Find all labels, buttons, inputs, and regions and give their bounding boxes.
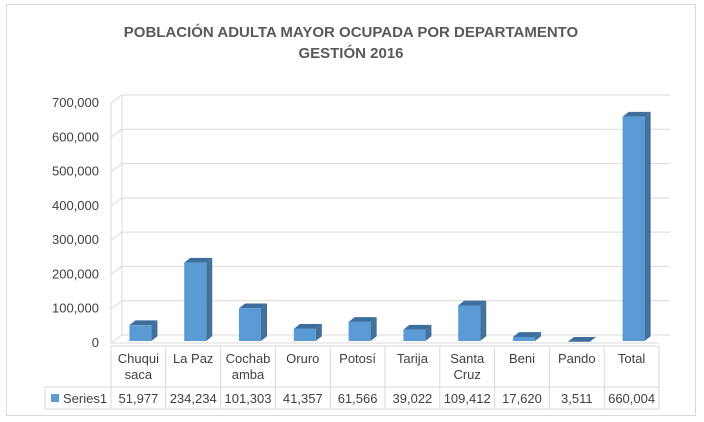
value-label: 41,357 bbox=[283, 391, 323, 406]
bar bbox=[403, 324, 432, 341]
value-label: 109,412 bbox=[444, 391, 491, 406]
legend-label: Series1 bbox=[63, 391, 107, 406]
bar-chart: POBLACIÓN ADULTA MAYOR OCUPADA POR DEPAR… bbox=[44, 23, 670, 410]
bar bbox=[184, 257, 213, 341]
y-tick-label: 700,000 bbox=[52, 95, 99, 110]
bar bbox=[622, 111, 651, 342]
value-label: 61,566 bbox=[338, 391, 378, 406]
bar-side bbox=[480, 300, 487, 341]
bar-side bbox=[315, 324, 322, 341]
gridline bbox=[110, 163, 670, 172]
category-label-line: Beni bbox=[509, 351, 535, 366]
category-label: Chuqui saca bbox=[118, 351, 159, 382]
category-label: Santa Cruz bbox=[450, 351, 485, 382]
bar-front bbox=[513, 336, 535, 341]
bar-front bbox=[622, 116, 645, 341]
bar bbox=[458, 300, 487, 341]
category-label-line: amba bbox=[232, 367, 265, 382]
bar bbox=[293, 324, 322, 341]
gridline bbox=[110, 197, 670, 207]
category-label: Oruro bbox=[286, 351, 319, 366]
y-axis-ticks: 0 100,000 200,000 300,000 400,000 500,000 600,… bbox=[52, 95, 99, 350]
bar bbox=[129, 320, 158, 341]
bar-front bbox=[129, 325, 152, 341]
category-label-line: Chuqui bbox=[118, 351, 159, 366]
value-label: 51,977 bbox=[119, 391, 159, 406]
value-label: 17,620 bbox=[502, 391, 542, 406]
y-tick-label: 100,000 bbox=[52, 301, 99, 316]
category-label: La Paz bbox=[173, 351, 213, 366]
category-label: Potosí bbox=[339, 351, 376, 366]
category-label: Total bbox=[618, 351, 646, 366]
bar-side bbox=[535, 332, 542, 341]
gridline bbox=[110, 94, 670, 104]
gridline bbox=[110, 231, 670, 241]
chart-title: POBLACIÓN ADULTA MAYOR OCUPADA POR DEPAR… bbox=[124, 23, 579, 41]
bar-side bbox=[151, 320, 158, 341]
value-label: 39,022 bbox=[393, 391, 433, 406]
y-tick-label: 400,000 bbox=[52, 198, 99, 213]
bar-top bbox=[622, 111, 651, 117]
bar-side bbox=[261, 303, 268, 341]
gridline bbox=[110, 128, 670, 138]
value-label: 234,234 bbox=[170, 391, 217, 406]
category-label-line: Cochab bbox=[226, 351, 271, 366]
bar bbox=[348, 317, 377, 341]
bar-side bbox=[370, 317, 377, 341]
data-table: Chuqui saca La Paz Cochab amba Oruro Potosí Tar… bbox=[44, 345, 660, 410]
bar-top bbox=[348, 317, 377, 322]
category-label-line: Santa bbox=[450, 351, 485, 366]
category-label: Cochab amba bbox=[226, 351, 271, 382]
bar-top bbox=[567, 336, 596, 342]
category-label-line: saca bbox=[125, 367, 153, 382]
category-label-line: Potosí bbox=[339, 351, 376, 366]
y-tick-label: 300,000 bbox=[52, 232, 99, 247]
bar-top bbox=[129, 320, 158, 326]
legend-swatch bbox=[51, 394, 59, 402]
category-label-line: Pando bbox=[558, 351, 596, 366]
chart-frame: POBLACIÓN ADULTA MAYOR OCUPADA POR DEPAR… bbox=[6, 4, 696, 416]
chart-subtitle: GESTIÓN 2016 bbox=[298, 44, 403, 62]
bar-front bbox=[184, 262, 207, 341]
y-tick-label: 600,000 bbox=[52, 129, 99, 144]
y-tick-label: 500,000 bbox=[52, 164, 99, 179]
y-tick-label: 200,000 bbox=[52, 266, 99, 281]
category-label: Pando bbox=[558, 351, 596, 366]
category-label-line: Oruro bbox=[286, 351, 319, 366]
category-label-line: Tarija bbox=[397, 351, 429, 366]
bar bbox=[513, 332, 542, 341]
bar-top bbox=[403, 324, 432, 330]
category-label-line: Cruz bbox=[453, 367, 480, 382]
category-label: Beni bbox=[509, 351, 535, 366]
bar-top bbox=[458, 300, 487, 306]
bar-top bbox=[184, 257, 213, 263]
bar-side bbox=[425, 324, 432, 341]
bar-front bbox=[458, 305, 481, 341]
bar-top bbox=[239, 303, 268, 309]
value-label: 660,004 bbox=[608, 391, 655, 406]
category-label-line: La Paz bbox=[173, 351, 213, 366]
bar-front bbox=[403, 329, 426, 341]
category-label: Tarija bbox=[397, 351, 429, 366]
bar-side bbox=[644, 111, 651, 342]
bar-top bbox=[293, 324, 322, 329]
bar-top bbox=[513, 332, 542, 337]
bar-front bbox=[348, 321, 371, 341]
bar bbox=[239, 303, 268, 341]
bar-front bbox=[293, 328, 316, 341]
bar-front bbox=[239, 308, 261, 341]
y-tick-label: 0 bbox=[92, 335, 99, 350]
grid-layer bbox=[110, 94, 670, 344]
category-label-line: Total bbox=[618, 351, 646, 366]
bar bbox=[567, 336, 596, 342]
value-label: 101,303 bbox=[225, 391, 272, 406]
bars bbox=[129, 111, 651, 342]
value-label: 3,511 bbox=[561, 391, 593, 406]
bar-side bbox=[206, 257, 213, 341]
